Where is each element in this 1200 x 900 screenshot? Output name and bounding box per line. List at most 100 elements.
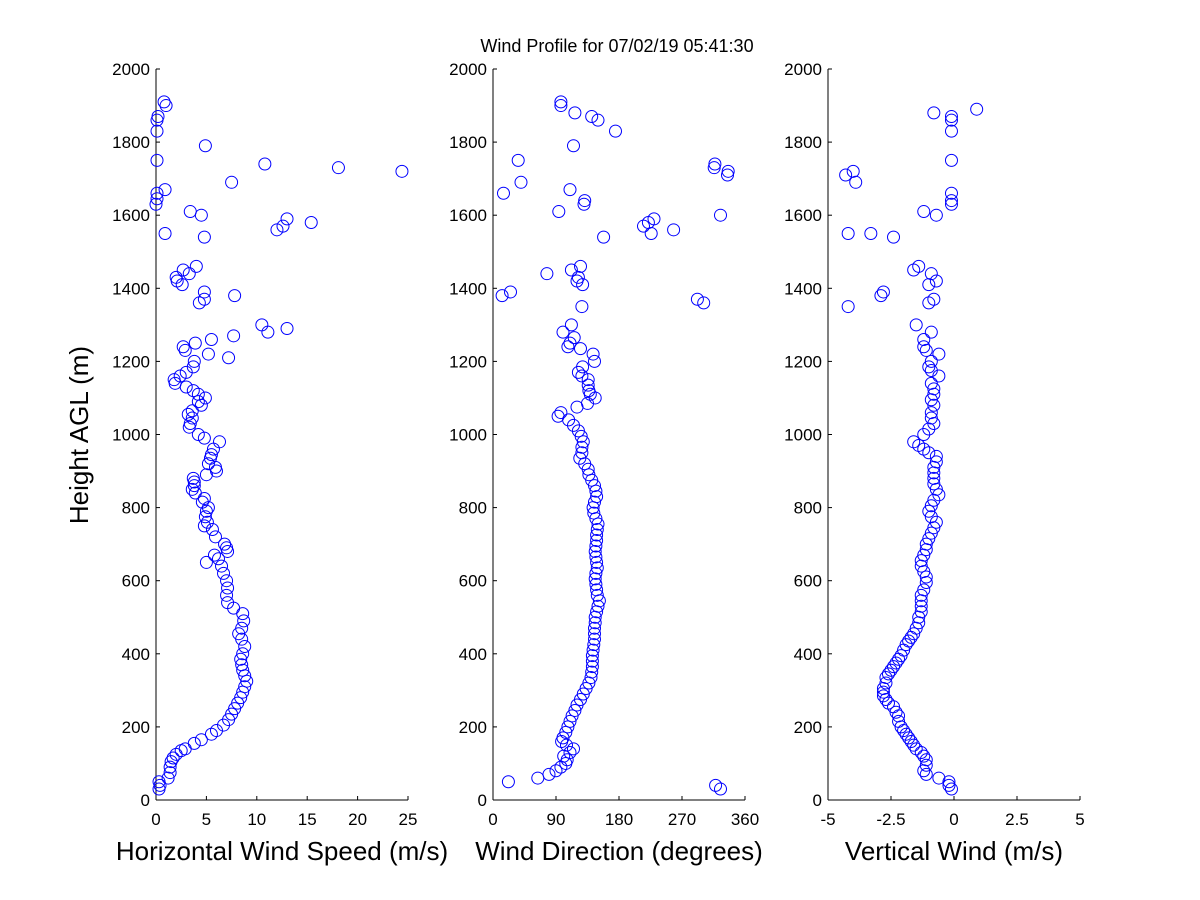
data-point (585, 665, 599, 679)
data-point (563, 183, 577, 197)
data-point (221, 581, 235, 595)
panel-1: 0 200 400 600 800 1000 1200 1400 1600 1800 2000 0 5 1… (112, 60, 448, 866)
data-point (551, 409, 565, 423)
y-tick-label: 1600 (784, 206, 822, 225)
data-point (504, 285, 517, 299)
data-point (917, 340, 931, 354)
x-axis-label: Wind Direction (degrees) (475, 836, 763, 866)
data-point (924, 376, 938, 390)
y-tick-label: 1400 (449, 279, 487, 298)
data-point (929, 274, 943, 288)
y-tick-label: 2000 (784, 60, 822, 79)
data-point (561, 340, 575, 354)
x-tick-label: -2.5 (876, 810, 905, 829)
y-tick-label: 1800 (449, 133, 487, 152)
data-point (578, 194, 592, 208)
data-point (255, 318, 269, 332)
data-point (280, 212, 294, 226)
y-tick-label: 400 (459, 645, 487, 664)
data-point (917, 332, 931, 346)
data-point (591, 599, 605, 613)
data-point (234, 652, 248, 666)
data-point (220, 541, 234, 555)
data-point (575, 446, 589, 460)
data-point (227, 329, 241, 343)
data-point (899, 638, 913, 652)
data-point (889, 656, 903, 670)
data-point (186, 384, 200, 398)
data-point (899, 727, 913, 741)
y-tick-label: 400 (122, 645, 150, 664)
data-point (559, 725, 573, 739)
data-point (591, 113, 605, 127)
data-point (497, 186, 510, 200)
data-point (588, 627, 601, 641)
data-point (199, 468, 213, 482)
data-point (554, 95, 568, 109)
data-point (585, 660, 599, 674)
data-point (191, 428, 205, 441)
data-point (176, 263, 190, 277)
data-point (501, 775, 515, 789)
y-tick-label: 0 (141, 791, 150, 810)
data-point (944, 782, 958, 796)
data-point (582, 384, 596, 398)
data-point (563, 714, 577, 728)
y-tick-label: 1600 (112, 206, 150, 225)
data-point (236, 663, 250, 677)
data-point (560, 738, 573, 752)
data-point (208, 530, 222, 544)
y-tick-label: 1600 (449, 206, 487, 225)
data-point (879, 676, 893, 690)
y-tick-label: 2000 (112, 60, 150, 79)
x-tick-label: 270 (668, 810, 696, 829)
data-point (549, 764, 563, 778)
data-point (197, 230, 211, 244)
y-tick-label: 1000 (784, 426, 822, 445)
data-point (201, 457, 215, 471)
data-point (195, 495, 209, 509)
data-point (887, 230, 901, 244)
data-point (589, 550, 603, 564)
x-tick-label: 0 (488, 810, 497, 829)
data-point (198, 139, 212, 153)
data-point (907, 738, 921, 752)
data-point (944, 186, 958, 200)
data-point (187, 479, 201, 493)
data-point (864, 226, 878, 240)
data-point (589, 484, 603, 498)
data-point (944, 153, 958, 167)
data-point (158, 226, 172, 240)
data-point (563, 745, 577, 759)
data-point (944, 194, 958, 208)
data-point (589, 577, 603, 591)
data-point (304, 216, 318, 230)
data-point (924, 406, 938, 420)
data-point (585, 649, 599, 663)
data-point (238, 639, 252, 653)
data-point (567, 139, 580, 153)
x-axis-label: Horizontal Wind Speed (m/s) (116, 836, 448, 866)
data-point (927, 477, 941, 491)
data-point (589, 539, 603, 553)
data-point (876, 689, 890, 703)
data-point (189, 259, 203, 273)
data-point (690, 292, 704, 306)
y-tick-label: 800 (122, 499, 150, 518)
data-point (588, 616, 602, 630)
data-point (841, 300, 855, 314)
data-point (575, 440, 589, 454)
data-point (280, 322, 294, 336)
data-point (237, 614, 251, 628)
x-tick-label: 0 (151, 810, 160, 829)
data-point (944, 110, 958, 124)
data-point (876, 685, 890, 699)
data-point (159, 99, 173, 113)
data-point (586, 347, 600, 361)
data-point (150, 186, 164, 200)
data-point (169, 270, 183, 284)
x-tick-label: 5 (1075, 810, 1084, 829)
data-point (927, 471, 941, 485)
data-point (585, 110, 599, 124)
